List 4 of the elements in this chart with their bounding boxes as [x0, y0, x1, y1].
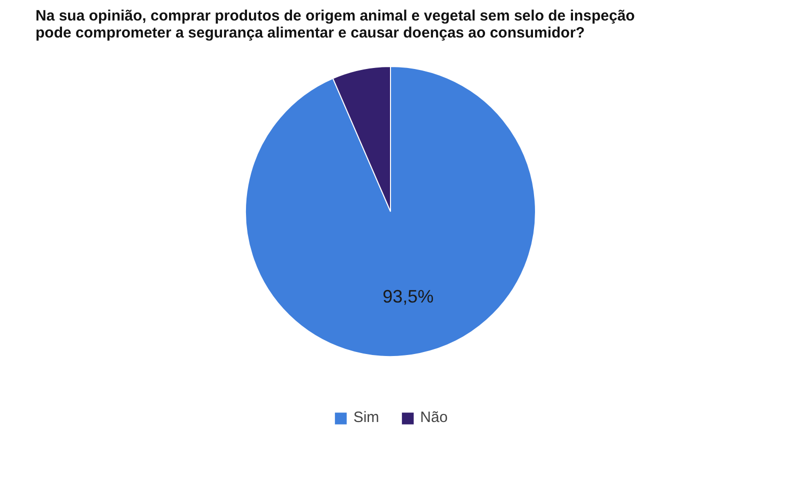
- legend-label: Não: [420, 409, 448, 426]
- data-label: 93,5%: [382, 286, 434, 307]
- chart-title: Na sua opinião, comprar produtos de origem animal e vegetal sem selo de inspeção pode comprometer a segurança alimentar e causar doenças ao consumidor?: [36, 8, 635, 42]
- legend-label: Sim: [353, 409, 380, 426]
